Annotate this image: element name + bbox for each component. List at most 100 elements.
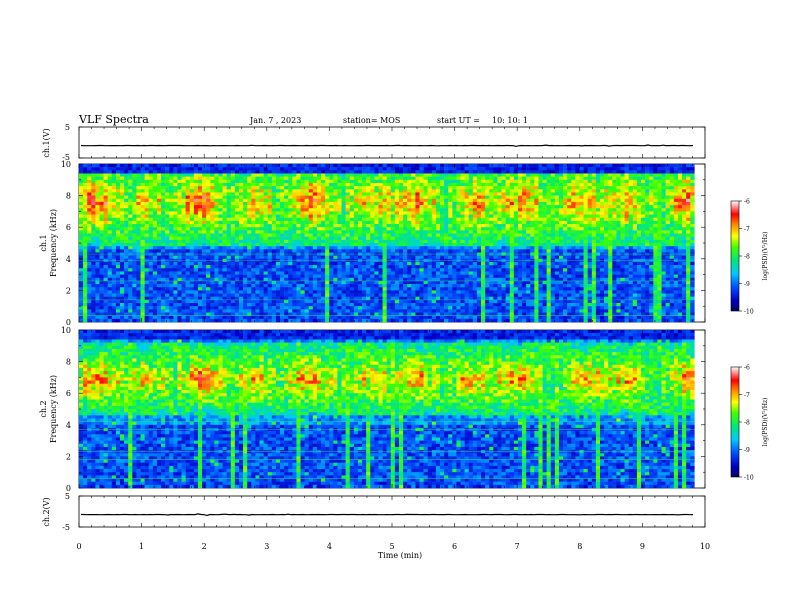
spectrogram-cell (193, 182, 199, 187)
spectrogram-cell (95, 303, 100, 307)
spectrogram-cell (238, 315, 244, 320)
spectrogram-cell (427, 224, 433, 228)
spectrogram-cell (452, 249, 457, 253)
spectrogram-cell (161, 217, 166, 222)
spectrogram-cell (337, 306, 342, 310)
spectrogram-cell (431, 233, 437, 237)
spectrogram-cell (136, 233, 141, 237)
spectrogram-cell (214, 255, 219, 260)
spectrogram-cell (415, 173, 420, 177)
spectrogram-cell (460, 211, 465, 215)
spectrogram-cell (280, 170, 285, 174)
spectrogram-cell (95, 173, 100, 177)
spectrogram-cell (124, 201, 129, 206)
spectrogram-cell (103, 192, 108, 196)
spectrogram-cell (103, 182, 108, 187)
spectrogram-cell (472, 271, 478, 275)
spectrogram-cell (394, 249, 400, 253)
spectrogram-cell (87, 186, 92, 190)
spectrogram-cell (161, 268, 166, 272)
spectrogram-cell (280, 176, 285, 181)
spectrogram-cell (271, 277, 277, 282)
spectrogram-cell (79, 173, 84, 177)
spectrogram-cell (210, 182, 215, 187)
spectrogram-cell (95, 186, 100, 190)
spectrogram-cell (267, 205, 273, 209)
spectrogram-cell (415, 176, 420, 181)
spectrogram-cell (390, 277, 396, 282)
spectrogram-cell (357, 173, 363, 177)
spectrogram-cell (353, 217, 359, 222)
spectrogram-cell (423, 208, 428, 212)
spectrogram-cell (353, 189, 359, 193)
spectrogram-cell (165, 208, 170, 212)
spectrogram-cell (374, 284, 379, 288)
spectrogram-cell (452, 255, 457, 260)
spectrogram-cell (435, 303, 441, 307)
spectrogram-cell (181, 243, 186, 247)
spectrogram-cell (325, 198, 330, 203)
spectrogram-cell (243, 290, 248, 294)
spectrogram-cell (390, 211, 396, 215)
spectrogram-cell (189, 179, 195, 184)
station-label: station= MOS (343, 116, 400, 125)
spectrogram-cell (144, 214, 149, 218)
spectrogram-cell (440, 182, 445, 187)
spectrogram-cell (296, 293, 301, 297)
spectrogram-cell (189, 243, 195, 247)
spectrogram-cell (419, 265, 424, 269)
spectrogram-cell (243, 274, 248, 279)
spectrogram-cell (460, 274, 465, 279)
spectrogram-cell (202, 208, 207, 212)
spectrogram-cell (87, 315, 92, 320)
spectrogram-cell (423, 182, 428, 187)
spectrogram-cell (197, 299, 203, 304)
spectrogram-cell (292, 265, 297, 269)
spectrogram-cell (333, 306, 338, 310)
spectrogram-cell (357, 268, 363, 272)
spectrogram-cell (247, 208, 252, 212)
spectrogram-cell (476, 224, 482, 228)
spectrogram-cell (251, 268, 256, 272)
spectrogram-cell (83, 315, 88, 320)
spectrogram-cell (316, 255, 322, 260)
spectrogram-cell (321, 195, 326, 200)
spectrogram-cell (185, 170, 191, 174)
spectrogram-cell (161, 306, 166, 310)
spectrogram-cell (423, 167, 428, 171)
spectrogram-cell (120, 239, 125, 244)
spectrogram-cell (115, 220, 121, 225)
spectrogram-cell (419, 205, 424, 209)
spectrogram-cell (263, 192, 268, 196)
spectrogram-cell (202, 287, 207, 291)
ch1-waveform-frame (78, 126, 706, 159)
spectrogram-cell (329, 293, 334, 297)
spectrogram-cell (222, 173, 227, 177)
spectrogram-cell (91, 236, 96, 241)
spectrogram-cell (460, 293, 465, 297)
spectrogram-cell (362, 179, 367, 184)
spectrogram-cell (452, 303, 457, 307)
spectrogram-cell (140, 271, 145, 275)
spectrogram-cell (280, 198, 285, 203)
spectrogram-cell (91, 309, 96, 313)
spectrogram-cell (243, 230, 248, 234)
spectrogram-cell (316, 236, 322, 241)
spectrogram-cell (95, 205, 100, 209)
spectrogram-cell (120, 167, 125, 171)
spectrogram-cell (370, 287, 375, 291)
spectrogram-cell (115, 249, 121, 253)
spectrogram-cell (259, 198, 264, 203)
spectrogram-cell (111, 211, 117, 215)
spectrogram-cell (288, 167, 293, 171)
spectrogram-cell (341, 303, 346, 307)
spectrogram-cell (366, 205, 371, 209)
spectrogram-cell (255, 205, 260, 209)
spectrogram-cell (99, 164, 104, 168)
spectrogram-cell (185, 318, 191, 323)
spectrogram-cell (238, 173, 244, 177)
spectrogram-cell (292, 277, 297, 282)
spectrogram-cell (452, 224, 457, 228)
spectrogram-cell (247, 176, 252, 181)
spectrogram-cell (111, 164, 117, 168)
